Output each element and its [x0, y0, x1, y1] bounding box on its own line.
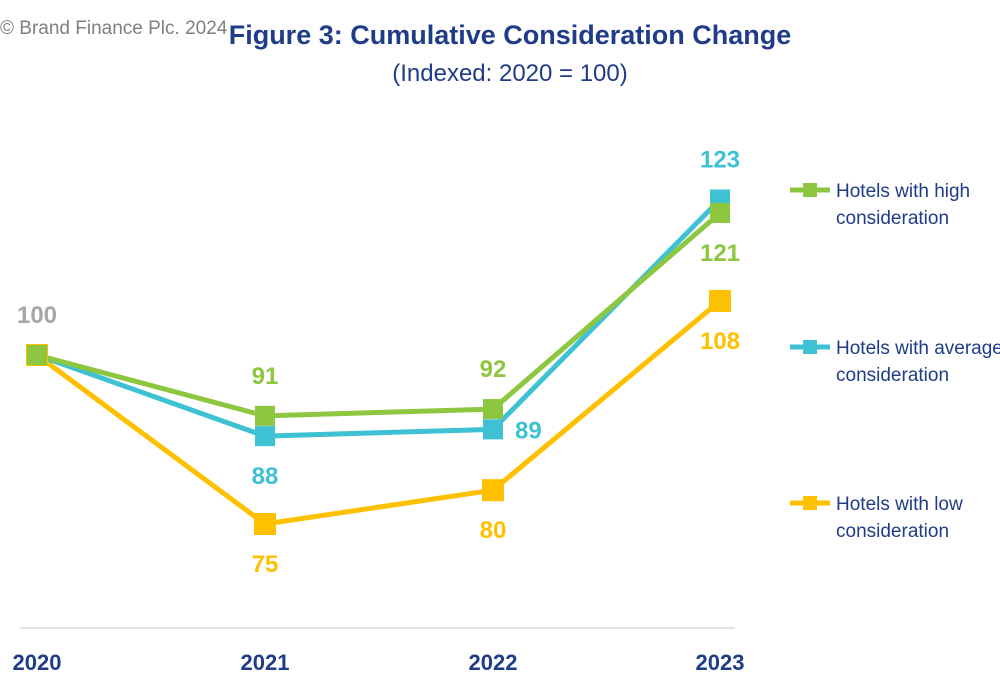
series-line	[36, 197, 722, 439]
series-line	[35, 298, 722, 527]
legend-marker	[803, 340, 817, 354]
legend-label: Hotels with average	[836, 338, 1000, 359]
data-point-marker	[710, 203, 730, 224]
legend-label: consideration	[836, 521, 949, 542]
data-label: 100	[17, 302, 57, 329]
data-point-marker	[27, 345, 47, 365]
chart-title: Figure 3: Cumulative Consideration Chang…	[228, 20, 792, 50]
data-point-marker	[254, 513, 276, 535]
data-point-marker	[483, 419, 503, 440]
x-tick-label: 2021	[241, 650, 290, 675]
data-label: 108	[700, 328, 740, 355]
data-point-marker	[482, 479, 504, 502]
copyright-text: © Brand Finance Plc. 2024	[0, 18, 228, 39]
legend-label: Hotels with low	[836, 494, 963, 515]
legend-marker	[803, 183, 817, 197]
x-tick-label: 2023	[696, 650, 745, 675]
data-label: 80	[480, 517, 507, 544]
data-label: 91	[252, 363, 279, 390]
data-point-marker	[255, 426, 275, 447]
data-label: 92	[480, 356, 507, 383]
data-label: 123	[700, 147, 740, 174]
x-tick-label: 2022	[469, 650, 518, 675]
legend-label: Hotels with high	[836, 181, 970, 202]
data-label: 89	[515, 417, 542, 444]
data-point-marker	[709, 289, 731, 312]
series-line	[36, 211, 722, 419]
x-tick-label: 2020	[13, 650, 62, 675]
data-label: 88	[252, 463, 279, 490]
legend-marker	[803, 496, 817, 510]
data-point-marker	[483, 399, 503, 420]
chart-subtitle: (Indexed: 2020 = 100)	[392, 60, 628, 87]
data-point-marker	[255, 405, 275, 426]
data-label: 75	[252, 551, 279, 578]
legend-label: consideration	[836, 365, 949, 386]
data-label: 121	[700, 240, 740, 267]
legend-label: consideration	[836, 208, 949, 229]
